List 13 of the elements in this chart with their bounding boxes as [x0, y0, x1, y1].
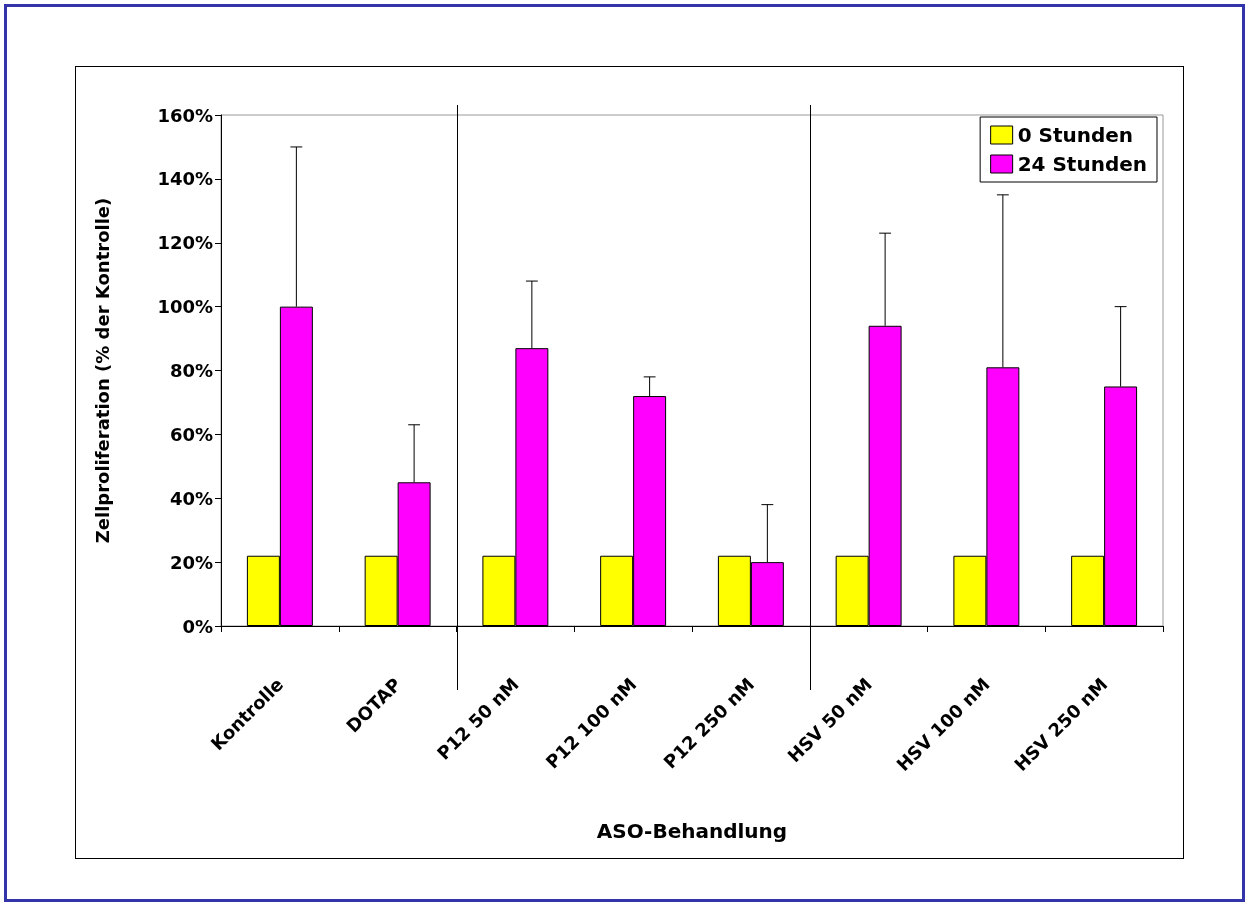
y-tick-label: 80% — [169, 360, 213, 381]
y-tick-label: 100% — [157, 296, 213, 318]
y-tick-label: 60% — [169, 423, 213, 445]
legend-label: 0 Stunden — [1017, 123, 1134, 147]
y-tick-label: 20% — [169, 551, 213, 573]
y-tick-label: 0% — [182, 615, 213, 637]
x-axis-title: ASO-Behandlung — [596, 819, 788, 843]
legend-label: 24 Stunden — [1017, 152, 1147, 176]
y-tick-label: 140% — [157, 168, 213, 190]
y-tick-label: 160% — [157, 104, 213, 126]
y-axis-title: Zellproliferation (% der Kontrolle) — [91, 197, 113, 544]
y-tick-label: 40% — [169, 487, 213, 509]
y-tick-label: 120% — [157, 232, 213, 254]
